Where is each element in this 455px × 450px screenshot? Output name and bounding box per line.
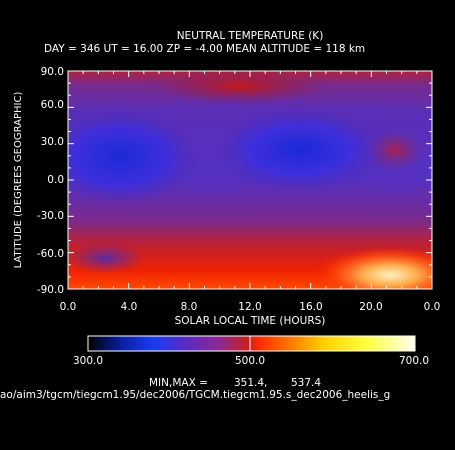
axis-ticks	[67, 70, 433, 290]
y-tick-label: -30.0	[36, 210, 64, 222]
x-tick-label: 8.0	[180, 301, 198, 313]
y-tick-label: 90.0	[40, 66, 64, 78]
y-tick-label: 30.0	[40, 136, 64, 148]
y-tick-label: 60.0	[40, 99, 64, 111]
y-tick-label: -90.0	[36, 284, 64, 296]
x-tick-label: 16.0	[299, 301, 323, 313]
colorbar-tick-label: 500.0	[234, 355, 266, 367]
x-tick-label: 0.0	[59, 301, 77, 313]
max-value: 537.4	[291, 377, 322, 389]
x-axis-title: SOLAR LOCAL TIME (HOURS)	[174, 315, 326, 327]
x-tick-label: 12.0	[238, 301, 262, 313]
colorbar-tick-label: 700.0	[398, 355, 430, 367]
min-value: 351.4,	[234, 377, 268, 389]
temperature-field	[68, 71, 432, 289]
x-tick-label: 0.0	[423, 301, 441, 313]
colorbar-tick-label: 300.0	[72, 355, 104, 367]
colorbar	[87, 335, 416, 352]
y-axis-title: LATITUDE (DEGREES GEOGRAPHIC)	[13, 91, 24, 269]
chart-subtitle: DAY = 346 UT = 16.00 ZP = -4.00 MEAN ALT…	[44, 43, 366, 55]
x-tick-label: 4.0	[120, 301, 138, 313]
source-file-path: ao/aim3/tgcm/tiegcm1.95/dec2006/TGCM.tie…	[0, 389, 391, 401]
chart-title: NEUTRAL TEMPERATURE (K)	[176, 30, 324, 42]
y-tick-label: -60.0	[36, 248, 64, 260]
y-tick-label: 0.0	[47, 174, 64, 186]
min-max-label: MIN,MAX =	[149, 377, 208, 389]
x-tick-label: 20.0	[359, 301, 383, 313]
